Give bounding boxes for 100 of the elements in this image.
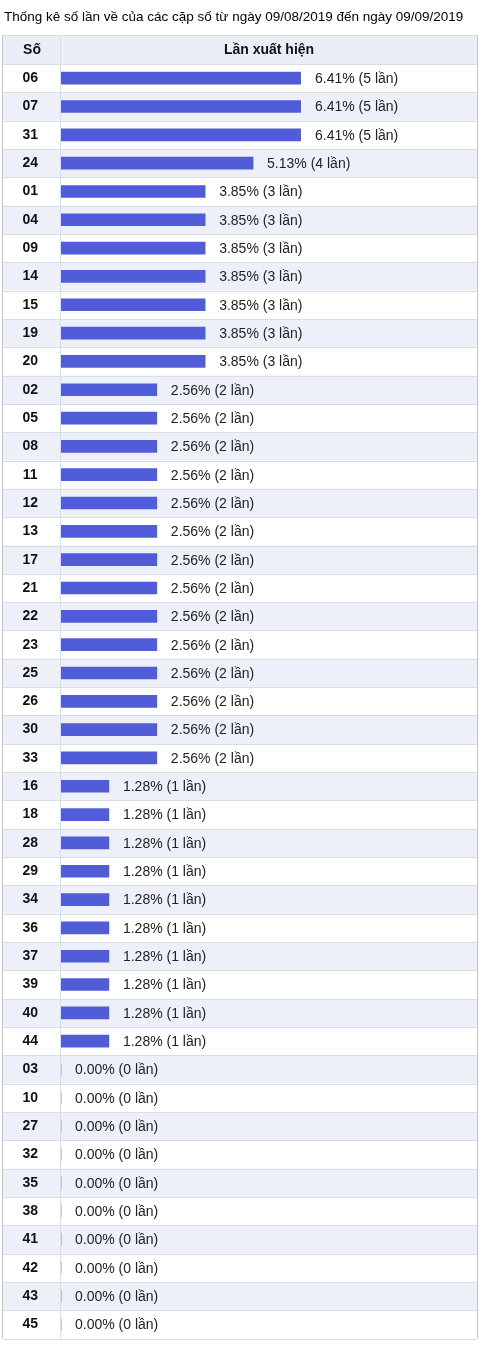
data-label: 3.85% (3 lần)	[219, 239, 303, 256]
data-label: 2.56% (2 lần)	[170, 523, 255, 540]
bar	[61, 836, 110, 850]
data-label: 1.28% (1 lần)	[122, 976, 207, 993]
data-label: 3.85% (3 lần)	[219, 353, 303, 370]
y-tick-label: 08	[22, 437, 39, 454]
y-tick-label: 24	[22, 153, 39, 170]
bar	[61, 893, 110, 906]
bar	[61, 694, 158, 708]
data-label: 1.28% (1 lần)	[122, 806, 207, 823]
data-label: 0.00% (0 lần)	[75, 1203, 159, 1219]
bar	[61, 949, 110, 963]
data-label: 2.56% (2 lần)	[170, 438, 255, 455]
y-tick-label: 44	[22, 1032, 39, 1049]
y-tick-label: 09	[22, 238, 39, 255]
bar	[61, 213, 206, 227]
data-label: 0.00% (0 lần)	[75, 1061, 159, 1078]
y-tick-label: 32	[22, 1145, 39, 1162]
data-label: 0.00% (0 lần)	[75, 1089, 159, 1106]
bar	[61, 525, 158, 538]
bar	[61, 751, 158, 765]
data-label: 2.56% (2 lần)	[170, 664, 255, 681]
y-tick-label: 12	[22, 493, 39, 510]
data-label: 1.28% (1 lần)	[122, 919, 207, 936]
bar	[61, 411, 158, 425]
bar	[61, 638, 158, 651]
y-tick-label: 45	[22, 1315, 39, 1332]
y-tick-label: 38	[22, 1202, 39, 1218]
y-tick-label: 42	[22, 1258, 39, 1275]
bar	[61, 440, 158, 453]
y-tick-label: 31	[22, 125, 39, 142]
data-label: 1.28% (1 lần)	[122, 948, 207, 965]
y-tick-label: 29	[22, 862, 39, 879]
bar	[61, 298, 206, 312]
data-label: 5.13% (4 lần)	[267, 154, 351, 171]
data-label: 2.56% (2 lần)	[170, 693, 255, 710]
bar	[61, 864, 110, 878]
data-label: 1.28% (1 lần)	[122, 1033, 207, 1050]
bar	[61, 921, 110, 935]
data-label: 1.28% (1 lần)	[122, 1004, 207, 1021]
chart-title: Thống kê số lần về của các cặp số từ ngày 09/08/2019 đến ngày 09/09/2019	[4, 8, 464, 24]
y-tick-label: 16	[22, 777, 39, 794]
bar	[61, 610, 158, 623]
data-label: 0.00% (0 lần)	[75, 1231, 159, 1248]
bar	[61, 808, 110, 821]
data-label: 2.56% (2 lần)	[170, 409, 255, 426]
y-tick-label: 23	[22, 635, 39, 652]
bar	[61, 779, 110, 793]
y-tick-label: 26	[22, 692, 39, 709]
y-tick-label: 37	[22, 947, 39, 964]
y-tick-label: 27	[22, 1117, 39, 1134]
bar	[61, 553, 158, 567]
y-tick-label: 35	[22, 1173, 39, 1190]
y-tick-label: 13	[22, 522, 39, 539]
data-label: 3.85% (3 lần)	[219, 211, 303, 228]
bar	[61, 496, 158, 510]
bar	[61, 383, 158, 397]
y-tick-label: 21	[22, 578, 39, 595]
data-label: 3.85% (3 lần)	[219, 324, 303, 341]
bar	[61, 355, 206, 368]
y-tick-label: 34	[22, 890, 39, 907]
data-label: 2.56% (2 lần)	[170, 551, 255, 568]
data-label: 2.56% (2 lần)	[170, 381, 255, 398]
y-tick-label: 11	[22, 465, 38, 482]
y-tick-label: 18	[22, 805, 39, 822]
bar	[61, 581, 158, 595]
data-label: 6.41% (5 lần)	[315, 98, 399, 115]
y-tick-label: 01	[22, 182, 39, 199]
data-label: 3.85% (3 lần)	[219, 296, 303, 313]
data-label: 2.56% (2 lần)	[170, 721, 255, 738]
bar	[61, 156, 254, 170]
bar	[61, 326, 206, 340]
data-label: 1.28% (1 lần)	[122, 891, 207, 908]
y-tick-label: 19	[22, 323, 39, 340]
y-tick-label: 05	[22, 408, 39, 425]
bar	[61, 270, 206, 283]
data-label: 0.00% (0 lần)	[75, 1146, 159, 1163]
y-tick-label: 10	[22, 1088, 39, 1105]
bar	[61, 468, 158, 482]
y-tick-label: 30	[22, 720, 39, 737]
x-axis-title: Lần xuất hiện	[223, 41, 315, 58]
y-tick-label: 25	[22, 663, 39, 680]
data-label: 3.85% (3 lần)	[219, 183, 303, 200]
data-label: 0.00% (0 lần)	[75, 1287, 159, 1304]
data-label: 2.56% (2 lần)	[170, 749, 255, 766]
data-label: 2.56% (2 lần)	[170, 636, 255, 653]
y-tick-label: 28	[22, 833, 39, 850]
data-label: 0.00% (0 lần)	[75, 1118, 159, 1135]
data-label: 0.00% (0 lần)	[75, 1259, 159, 1276]
bar	[61, 71, 301, 85]
data-label: 2.56% (2 lần)	[170, 466, 255, 483]
data-label: 0.00% (0 lần)	[75, 1316, 159, 1333]
y-tick-label: 04	[22, 210, 39, 227]
data-label: 6.41% (5 lần)	[315, 126, 399, 143]
data-label: 2.56% (2 lần)	[170, 494, 255, 511]
y-tick-label: 02	[22, 380, 39, 397]
bar	[61, 666, 158, 680]
data-label: 2.56% (2 lần)	[170, 608, 255, 625]
y-tick-label: 03	[22, 1060, 39, 1077]
bar	[61, 128, 301, 142]
